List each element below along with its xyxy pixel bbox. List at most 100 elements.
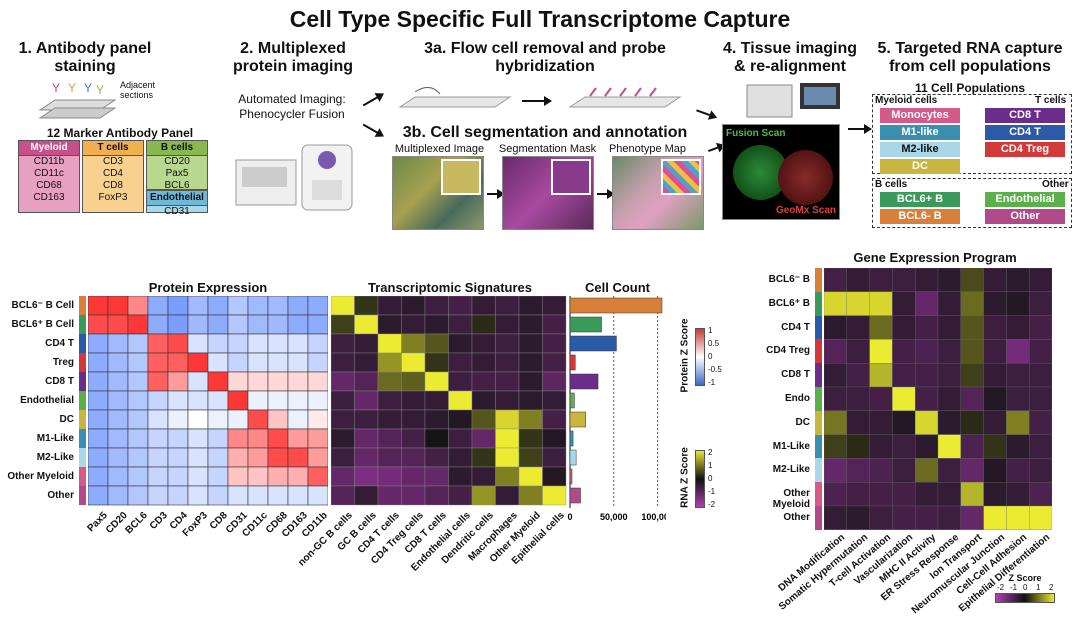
row-label: M2-Like (36, 452, 74, 463)
protein-legend-tick: 0 (708, 352, 713, 361)
panel-item: CD11c (34, 168, 64, 179)
pop-cd4: CD4 T (985, 125, 1065, 140)
phenotype-map-image (612, 156, 704, 230)
protein-cell (127, 352, 149, 373)
rna-cell (448, 390, 473, 411)
gep-cell (915, 339, 939, 364)
rna-cell (331, 428, 355, 449)
rna-cell (401, 428, 426, 449)
protein-cell (227, 428, 249, 449)
arrow-3a (522, 96, 552, 106)
rna-cell (331, 390, 355, 411)
gep-cell (1029, 505, 1052, 530)
pop-treg: CD4 Treg (985, 142, 1065, 157)
transcriptomic-heatmap (331, 296, 567, 506)
gep-cell (892, 434, 916, 459)
rna-cell (542, 333, 567, 354)
panel-tcells-head: T cells (83, 141, 143, 156)
rna-cell (331, 296, 355, 316)
gep-cell (824, 410, 847, 435)
pop-endo: Endothelial (985, 192, 1065, 207)
rna-cell (354, 428, 379, 449)
row-label: Endothelial (20, 395, 74, 406)
protein-cell (187, 371, 209, 392)
rna-cell (377, 333, 402, 354)
protein-cell (207, 428, 229, 449)
protein-cell (107, 485, 129, 506)
protein-col-label: CD3 (147, 510, 170, 532)
gep-cell (983, 339, 1007, 364)
rna-cell (518, 296, 543, 316)
rna-legend-tick: -2 (708, 500, 716, 509)
b-other-box (872, 178, 1072, 228)
gep-cell (960, 339, 984, 364)
protein-cell (187, 485, 209, 506)
adjacent-sections-label: Adjacent sections (120, 80, 156, 100)
gep-cell (1029, 363, 1052, 388)
gep-cell (960, 410, 984, 435)
phenotype-map-label: Phenotype Map (608, 143, 687, 155)
rna-cell (542, 352, 567, 373)
rna-cell (331, 409, 355, 430)
gep-cell (846, 339, 870, 364)
protein-cell (247, 428, 269, 449)
protein-cell (88, 485, 109, 506)
rna-cell (424, 371, 449, 392)
protein-cell (88, 447, 109, 468)
row-label: CD8 T (45, 376, 74, 387)
gep-row-color-strip (815, 315, 822, 340)
gep-cell (846, 291, 870, 316)
rna-cell (542, 447, 567, 468)
count-bar (569, 430, 574, 447)
gep-cell (983, 482, 1007, 507)
fusion-scan-label: Fusion Scan (726, 128, 786, 139)
rna-legend-tick: -1 (708, 487, 716, 496)
gep-cell (1006, 363, 1030, 388)
panel-item: Pax5 (165, 168, 189, 179)
protein-cell (307, 409, 328, 430)
rna-cell (542, 466, 567, 487)
zscore-legend-title: Z Score (1008, 573, 1042, 583)
rna-cell (401, 314, 426, 335)
protein-cell (127, 390, 149, 411)
rna-cell (448, 447, 473, 468)
rna-cell (471, 428, 496, 449)
gep-row-color-strip (815, 363, 822, 387)
protein-cell (147, 428, 169, 449)
row-color-strip (79, 353, 86, 372)
gep-cell (1029, 339, 1052, 364)
gep-cell (1029, 315, 1052, 340)
protein-cell (207, 371, 229, 392)
rna-cell (354, 333, 379, 354)
segmentation-mask-label: Segmentation Mask (498, 143, 597, 155)
gep-cell (1029, 268, 1052, 292)
other-head: Other (1042, 179, 1069, 190)
count-bar (569, 316, 602, 333)
protein-cell (88, 371, 109, 392)
protein-cell (207, 466, 229, 487)
rna-cell (401, 333, 426, 354)
rna-cell (518, 409, 543, 430)
row-color-strip (79, 296, 86, 315)
count-bar (569, 373, 599, 390)
protein-cell (267, 447, 289, 468)
svg-text:Y: Y (84, 81, 92, 95)
protein-cell (207, 447, 229, 468)
protein-cell (147, 447, 169, 468)
protein-cell (167, 447, 189, 468)
gep-cell (846, 482, 870, 507)
rna-cell (495, 333, 520, 354)
pop-monocytes: Monocytes (880, 108, 960, 123)
gep-cell (1006, 505, 1030, 530)
panel-myeloid: Myeloid CD11b CD11c CD68 CD163 (18, 140, 80, 213)
imaging-instrument-icon (235, 144, 353, 211)
gep-cell (915, 410, 939, 435)
rna-cell (401, 466, 426, 487)
gep-cell (1006, 458, 1030, 483)
rna-cell (331, 485, 355, 506)
geomx-instrument-icon (746, 83, 840, 118)
step1-title: 1. Antibody panel staining (18, 40, 152, 75)
protein-col-label: CD20 (103, 510, 130, 536)
arrow-4-5 (848, 124, 872, 134)
probe-slide-icon (568, 87, 682, 108)
